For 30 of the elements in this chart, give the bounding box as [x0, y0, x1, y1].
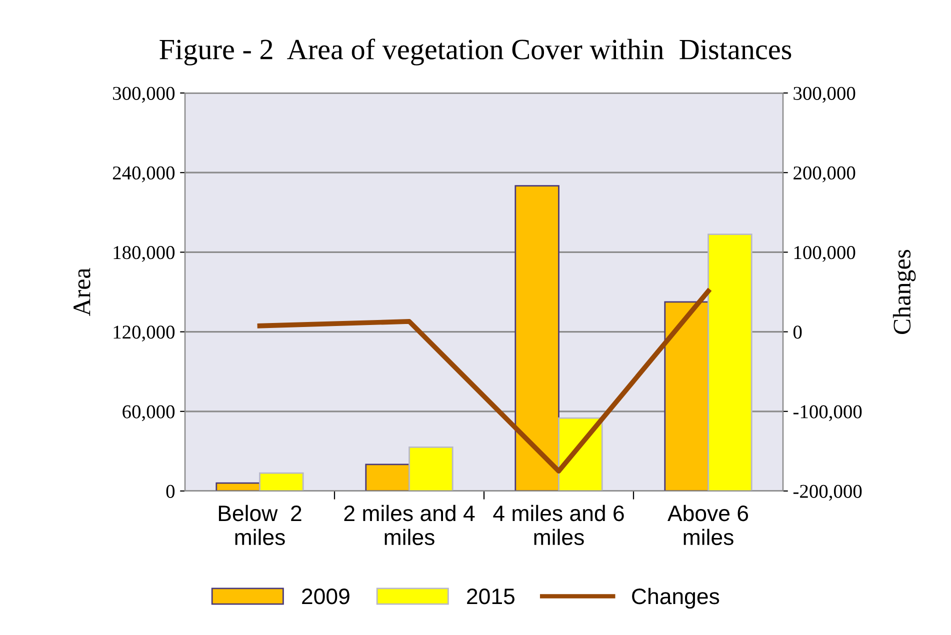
- x-tick-label: Below 2 miles: [218, 504, 302, 546]
- bar: [408, 446, 454, 491]
- y2-tick-label: 0: [793, 326, 802, 339]
- y-tick-label: 60,000: [122, 405, 175, 422]
- bar: [664, 301, 709, 491]
- legend-label: 2015: [467, 588, 514, 604]
- y2-tick-label: -100,000: [793, 405, 862, 422]
- y-axis-title: Area: [74, 268, 90, 316]
- bar: [708, 234, 752, 491]
- bar: [365, 464, 410, 491]
- y-tick-label: 300,000: [113, 86, 175, 103]
- y-tick-label: 180,000: [114, 246, 175, 262]
- legend-label: 2009: [302, 588, 350, 604]
- bar: [259, 472, 304, 491]
- x-tick-label: 2 miles and 4 miles: [344, 504, 475, 546]
- bar: [514, 185, 560, 491]
- y-tick-label: 0: [166, 484, 175, 498]
- x-tick-label: 4 miles and 6 miles: [493, 504, 624, 546]
- line-series: [257, 288, 711, 474]
- y2-tick-label: 200,000: [794, 166, 856, 182]
- chart-title: Figure - 2 Area of vegetation Cover within Distances: [160, 38, 792, 66]
- bar: [216, 482, 260, 491]
- x-tick-label: Above 6 miles: [668, 504, 748, 546]
- y2-tick-label: 300,000: [794, 86, 856, 103]
- y2-tick-label: -200,000: [793, 484, 862, 501]
- legend-label: Changes: [632, 588, 720, 609]
- y-tick-label: 120,000: [114, 326, 175, 342]
- y-tick-label: 240,000: [112, 166, 175, 182]
- y2-tick-label: 100,000: [794, 246, 856, 262]
- y2-axis-title: Changes: [892, 250, 916, 334]
